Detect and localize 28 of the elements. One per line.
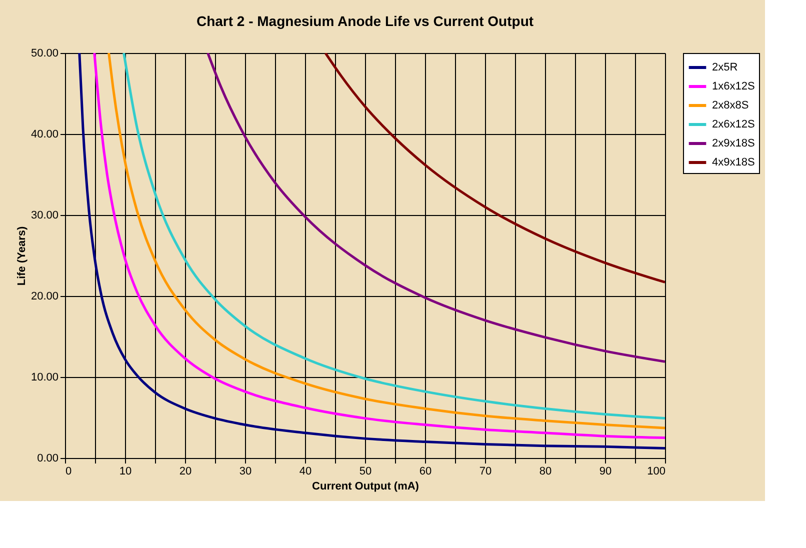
line-series — [206, 53, 665, 363]
y-tick-label: 0.00 — [37, 452, 58, 464]
y-tick-label: 40.00 — [30, 128, 58, 140]
y-tick-label: 30.00 — [30, 210, 58, 222]
x-tick-label: 50 — [359, 466, 372, 478]
y-tick-label: 20.00 — [30, 290, 58, 302]
line-series — [324, 53, 665, 284]
x-axis-title: Current Output (mA) — [312, 480, 420, 492]
legend-label: 2x8x8S — [712, 100, 749, 112]
x-tick-label: 80 — [539, 466, 552, 478]
y-axis-title: Life (Years) — [16, 226, 28, 286]
legend-label: 1x6x12S — [712, 80, 755, 92]
y-tick-label: 50.00 — [30, 48, 58, 60]
x-tick-label: 100 — [647, 466, 666, 478]
chart-title: Chart 2 - Magnesium Anode Life vs Current Output — [196, 13, 534, 29]
x-tick-label: 20 — [179, 466, 192, 478]
x-tick-label: 60 — [419, 466, 432, 478]
x-tick-label: 0 — [66, 466, 72, 478]
legend-label: 4x9x18S — [712, 156, 755, 168]
legend-label: 2x9x18S — [712, 138, 755, 150]
x-tick-label: 90 — [599, 466, 612, 478]
legend-label: 2x6x12S — [712, 118, 755, 130]
x-tick-label: 70 — [479, 466, 492, 478]
legend-label: 2x5R — [712, 62, 738, 74]
x-tick-label: 40 — [299, 466, 312, 478]
x-tick-label: 30 — [239, 466, 252, 478]
y-tick-label: 10.00 — [30, 372, 58, 384]
x-tick-label: 10 — [119, 466, 132, 478]
